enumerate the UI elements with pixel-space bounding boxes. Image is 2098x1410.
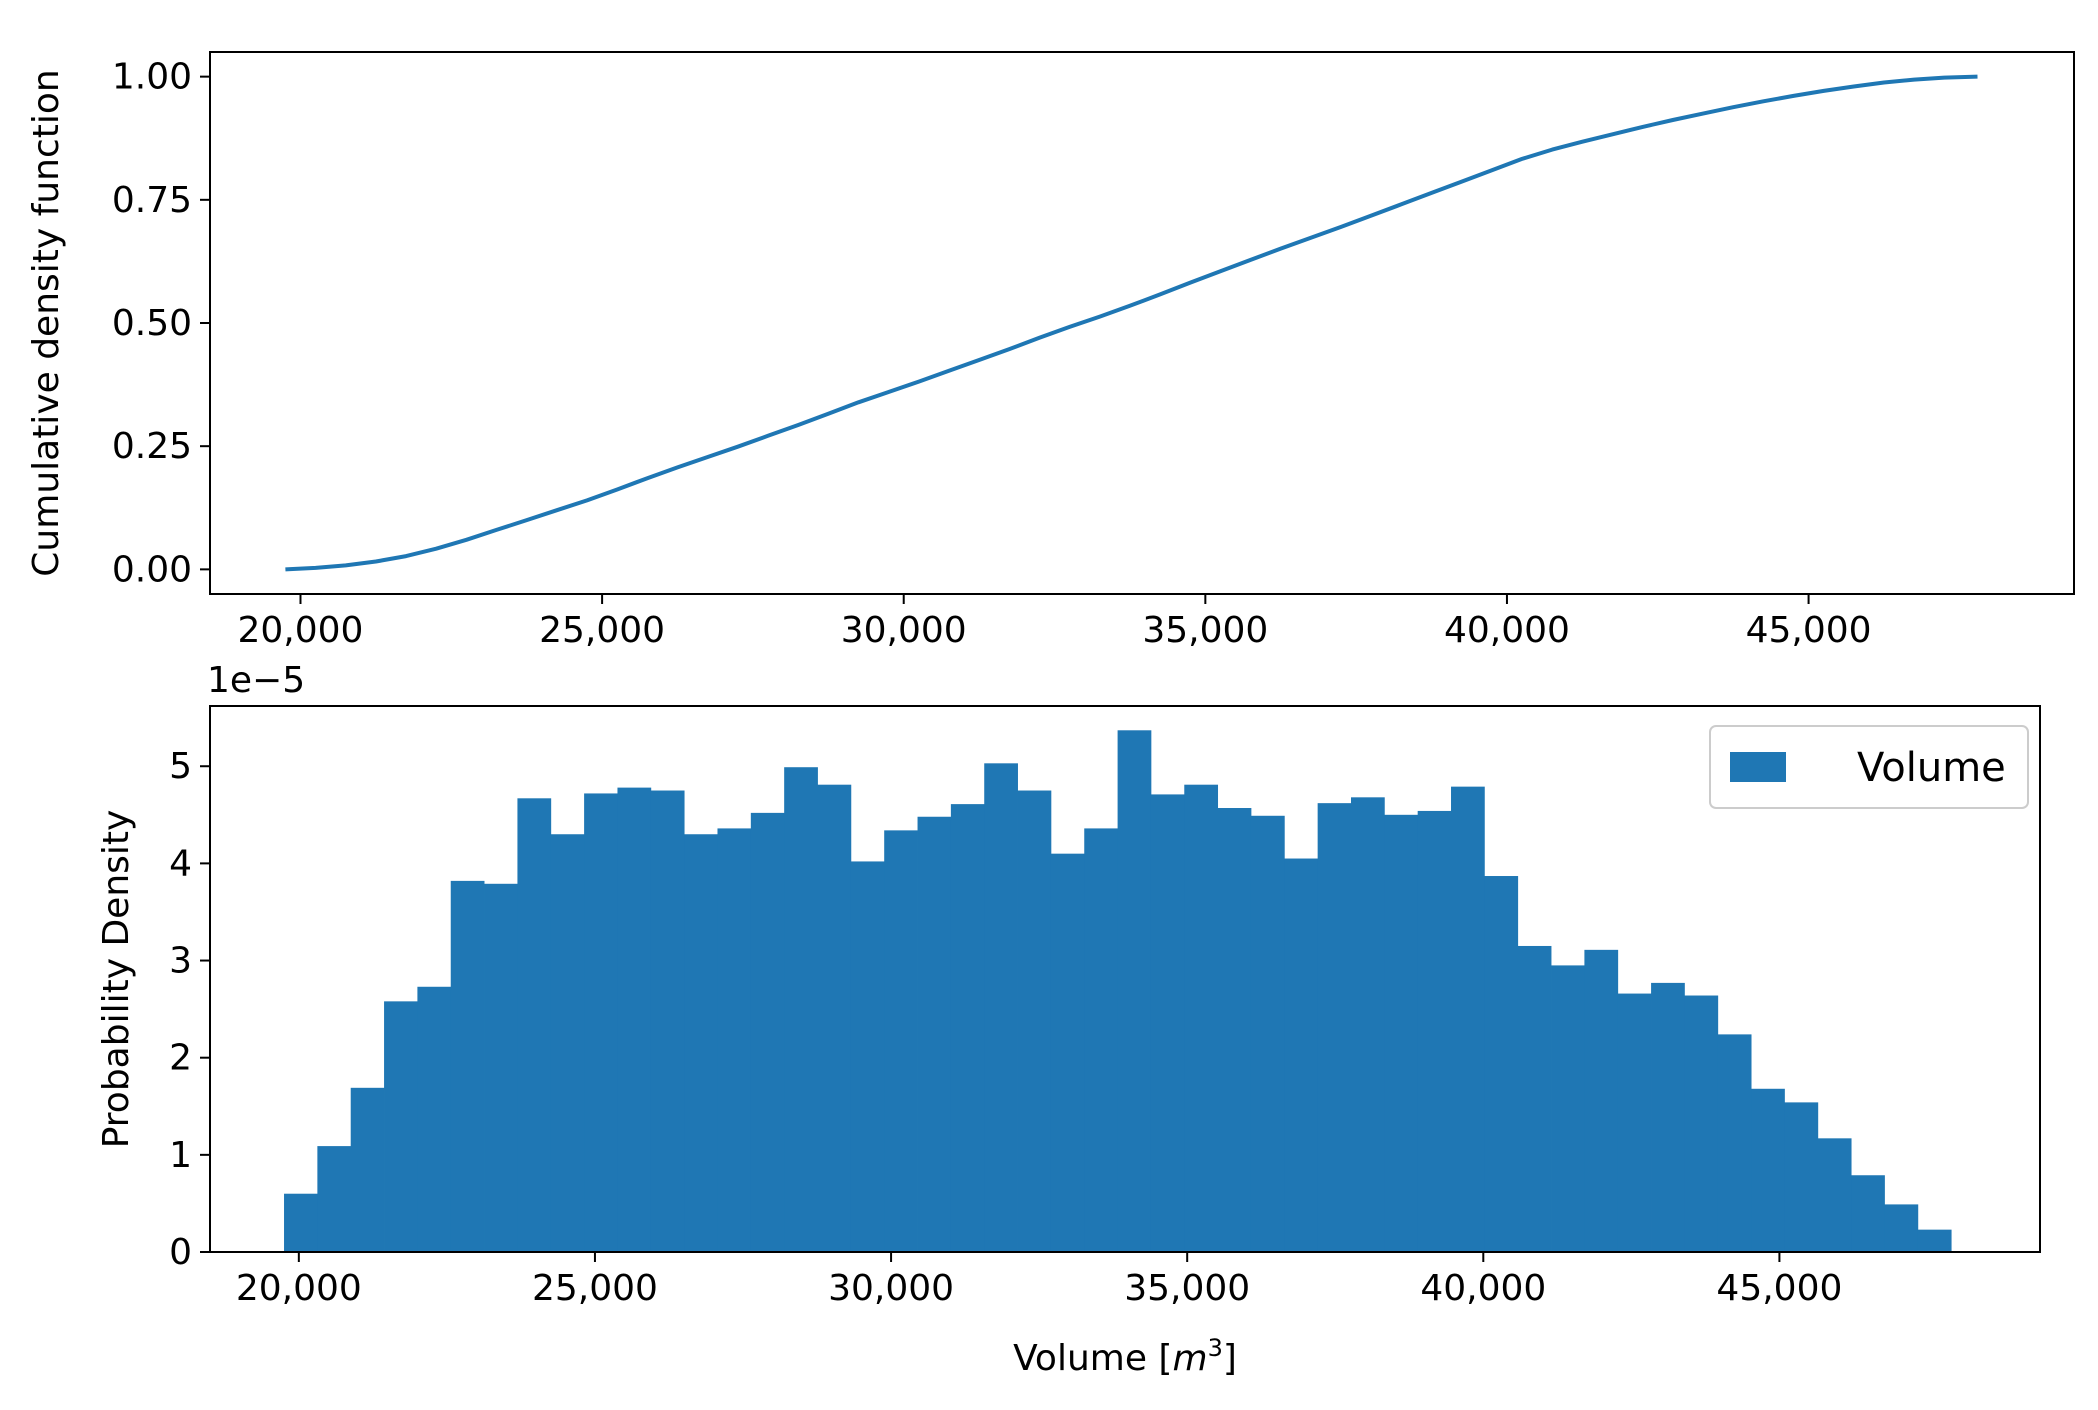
histogram-x-axis-label: Volume [m3] [1013, 1334, 1237, 1379]
histogram-bar [784, 767, 818, 1252]
cdf-x-tick-label: 25,000 [539, 610, 665, 651]
histogram-y-tick-label: 4 [169, 843, 192, 884]
cdf-y-axis: 0.00 0.25 0.50 0.75 1.00 [112, 57, 210, 590]
histogram-bar [617, 787, 652, 1252]
histogram-bar [1017, 790, 1052, 1252]
histogram-y-tick-label: 2 [169, 1038, 192, 1079]
cdf-y-tick-label: 0.25 [112, 426, 192, 467]
histogram-bar [1384, 814, 1419, 1252]
histogram-bar [1717, 1034, 1752, 1252]
histogram-bar [550, 834, 585, 1252]
histogram-bar [1784, 1102, 1819, 1252]
histogram-bar [750, 812, 785, 1252]
histogram-x-tick-label: 40,000 [1420, 1268, 1546, 1309]
histogram-bar [484, 883, 518, 1252]
legend: Volume [1709, 725, 2029, 809]
histogram-x-tick-label: 45,000 [1716, 1268, 1842, 1309]
cdf-x-tick-label: 20,000 [238, 610, 364, 651]
histogram-y-axis-label: Probability Density [96, 810, 137, 1149]
histogram-bar [850, 861, 885, 1252]
histogram-bar [1684, 995, 1719, 1252]
histogram-bar [817, 784, 852, 1252]
histogram-x-tick-label: 20,000 [236, 1268, 362, 1309]
cdf-x-tick-label: 35,000 [1142, 610, 1268, 651]
histogram-bar [1451, 786, 1485, 1252]
cdf-x-tick-label: 30,000 [841, 610, 967, 651]
histogram-bar [1117, 730, 1152, 1252]
histogram-y-axis: 0 1 2 3 4 5 [169, 746, 210, 1273]
histogram-axes-frame [209, 705, 2041, 1253]
histogram-plot-area [284, 730, 1952, 1252]
histogram-x-tick-label: 30,000 [828, 1268, 954, 1309]
histogram-bar [1084, 828, 1118, 1252]
histogram-bar [1417, 810, 1452, 1252]
histogram-bar [1250, 815, 1285, 1252]
cdf-y-tick-label: 1.00 [112, 57, 192, 98]
cdf-x-tick-label: 45,000 [1746, 610, 1872, 651]
legend-swatch [1730, 752, 1786, 782]
histogram-bar [1584, 949, 1619, 1252]
histogram-bar [917, 816, 952, 1252]
cdf-subplot: 20,000 25,000 30,000 35,000 40,000 45,000 0.0… [26, 51, 2075, 651]
histogram-bar [984, 763, 1018, 1252]
histogram-bar [1517, 945, 1552, 1252]
histogram-bar [350, 1087, 385, 1252]
histogram-bar [1751, 1088, 1785, 1252]
histogram-bar [1917, 1229, 1952, 1252]
cdf-y-tick-label: 0.00 [112, 549, 192, 590]
y-axis-offset-text: 1e−5 [207, 660, 305, 701]
histogram-bar [1217, 808, 1252, 1252]
histogram-y-tick-label: 0 [169, 1232, 192, 1273]
cdf-line [285, 74, 1978, 572]
histogram-bar [1351, 797, 1385, 1252]
histogram-y-tick-label: 3 [169, 941, 192, 982]
histogram-bar [884, 830, 918, 1252]
cdf-x-axis: 20,000 25,000 30,000 35,000 40,000 45,000 [238, 594, 1872, 651]
histogram-x-tick-label: 25,000 [532, 1268, 658, 1309]
histogram-bar [650, 790, 685, 1252]
cdf-plot-area [285, 74, 1978, 572]
legend-box [1709, 725, 2029, 809]
histogram-y-tick-label: 1 [169, 1135, 192, 1176]
histogram-subplot: 20,000 25,000 30,000 35,000 40,000 45,000 0 1 2… [96, 660, 2041, 1379]
histogram-bar [950, 804, 985, 1252]
histogram-bar [1851, 1175, 1885, 1252]
histogram-bar [1284, 858, 1319, 1252]
cdf-x-tick-label: 40,000 [1444, 610, 1570, 651]
histogram-y-tick-label: 5 [169, 746, 192, 787]
histogram-bar [1551, 965, 1585, 1252]
histogram-bar [684, 834, 718, 1252]
histogram-bar [1050, 853, 1085, 1252]
histogram-bar [1617, 993, 1652, 1252]
histogram-bar [1651, 982, 1685, 1252]
histogram-x-axis: 20,000 25,000 30,000 35,000 40,000 45,000 [236, 1252, 1842, 1309]
histogram-x-tick-label: 35,000 [1124, 1268, 1250, 1309]
histogram-bar [417, 986, 452, 1252]
histogram-bar [1317, 803, 1352, 1252]
cdf-y-tick-label: 0.50 [112, 303, 192, 344]
histogram-bar [517, 798, 552, 1252]
histogram-bar [1817, 1138, 1852, 1252]
histogram-bar [584, 793, 618, 1252]
histogram-bar [1184, 784, 1219, 1252]
histogram-bar [384, 1001, 418, 1252]
histogram-bar [1484, 876, 1519, 1252]
cdf-y-axis-label: Cumulative density function [26, 69, 67, 576]
histogram-bar [1884, 1204, 1919, 1252]
histogram-bar [450, 880, 485, 1252]
legend-label: Volume [1857, 745, 2006, 791]
histogram-bar [317, 1146, 352, 1252]
histogram-bar [717, 828, 752, 1252]
histogram-bar [284, 1193, 318, 1252]
cdf-y-tick-label: 0.75 [112, 180, 192, 221]
histogram-bar [1150, 794, 1185, 1252]
